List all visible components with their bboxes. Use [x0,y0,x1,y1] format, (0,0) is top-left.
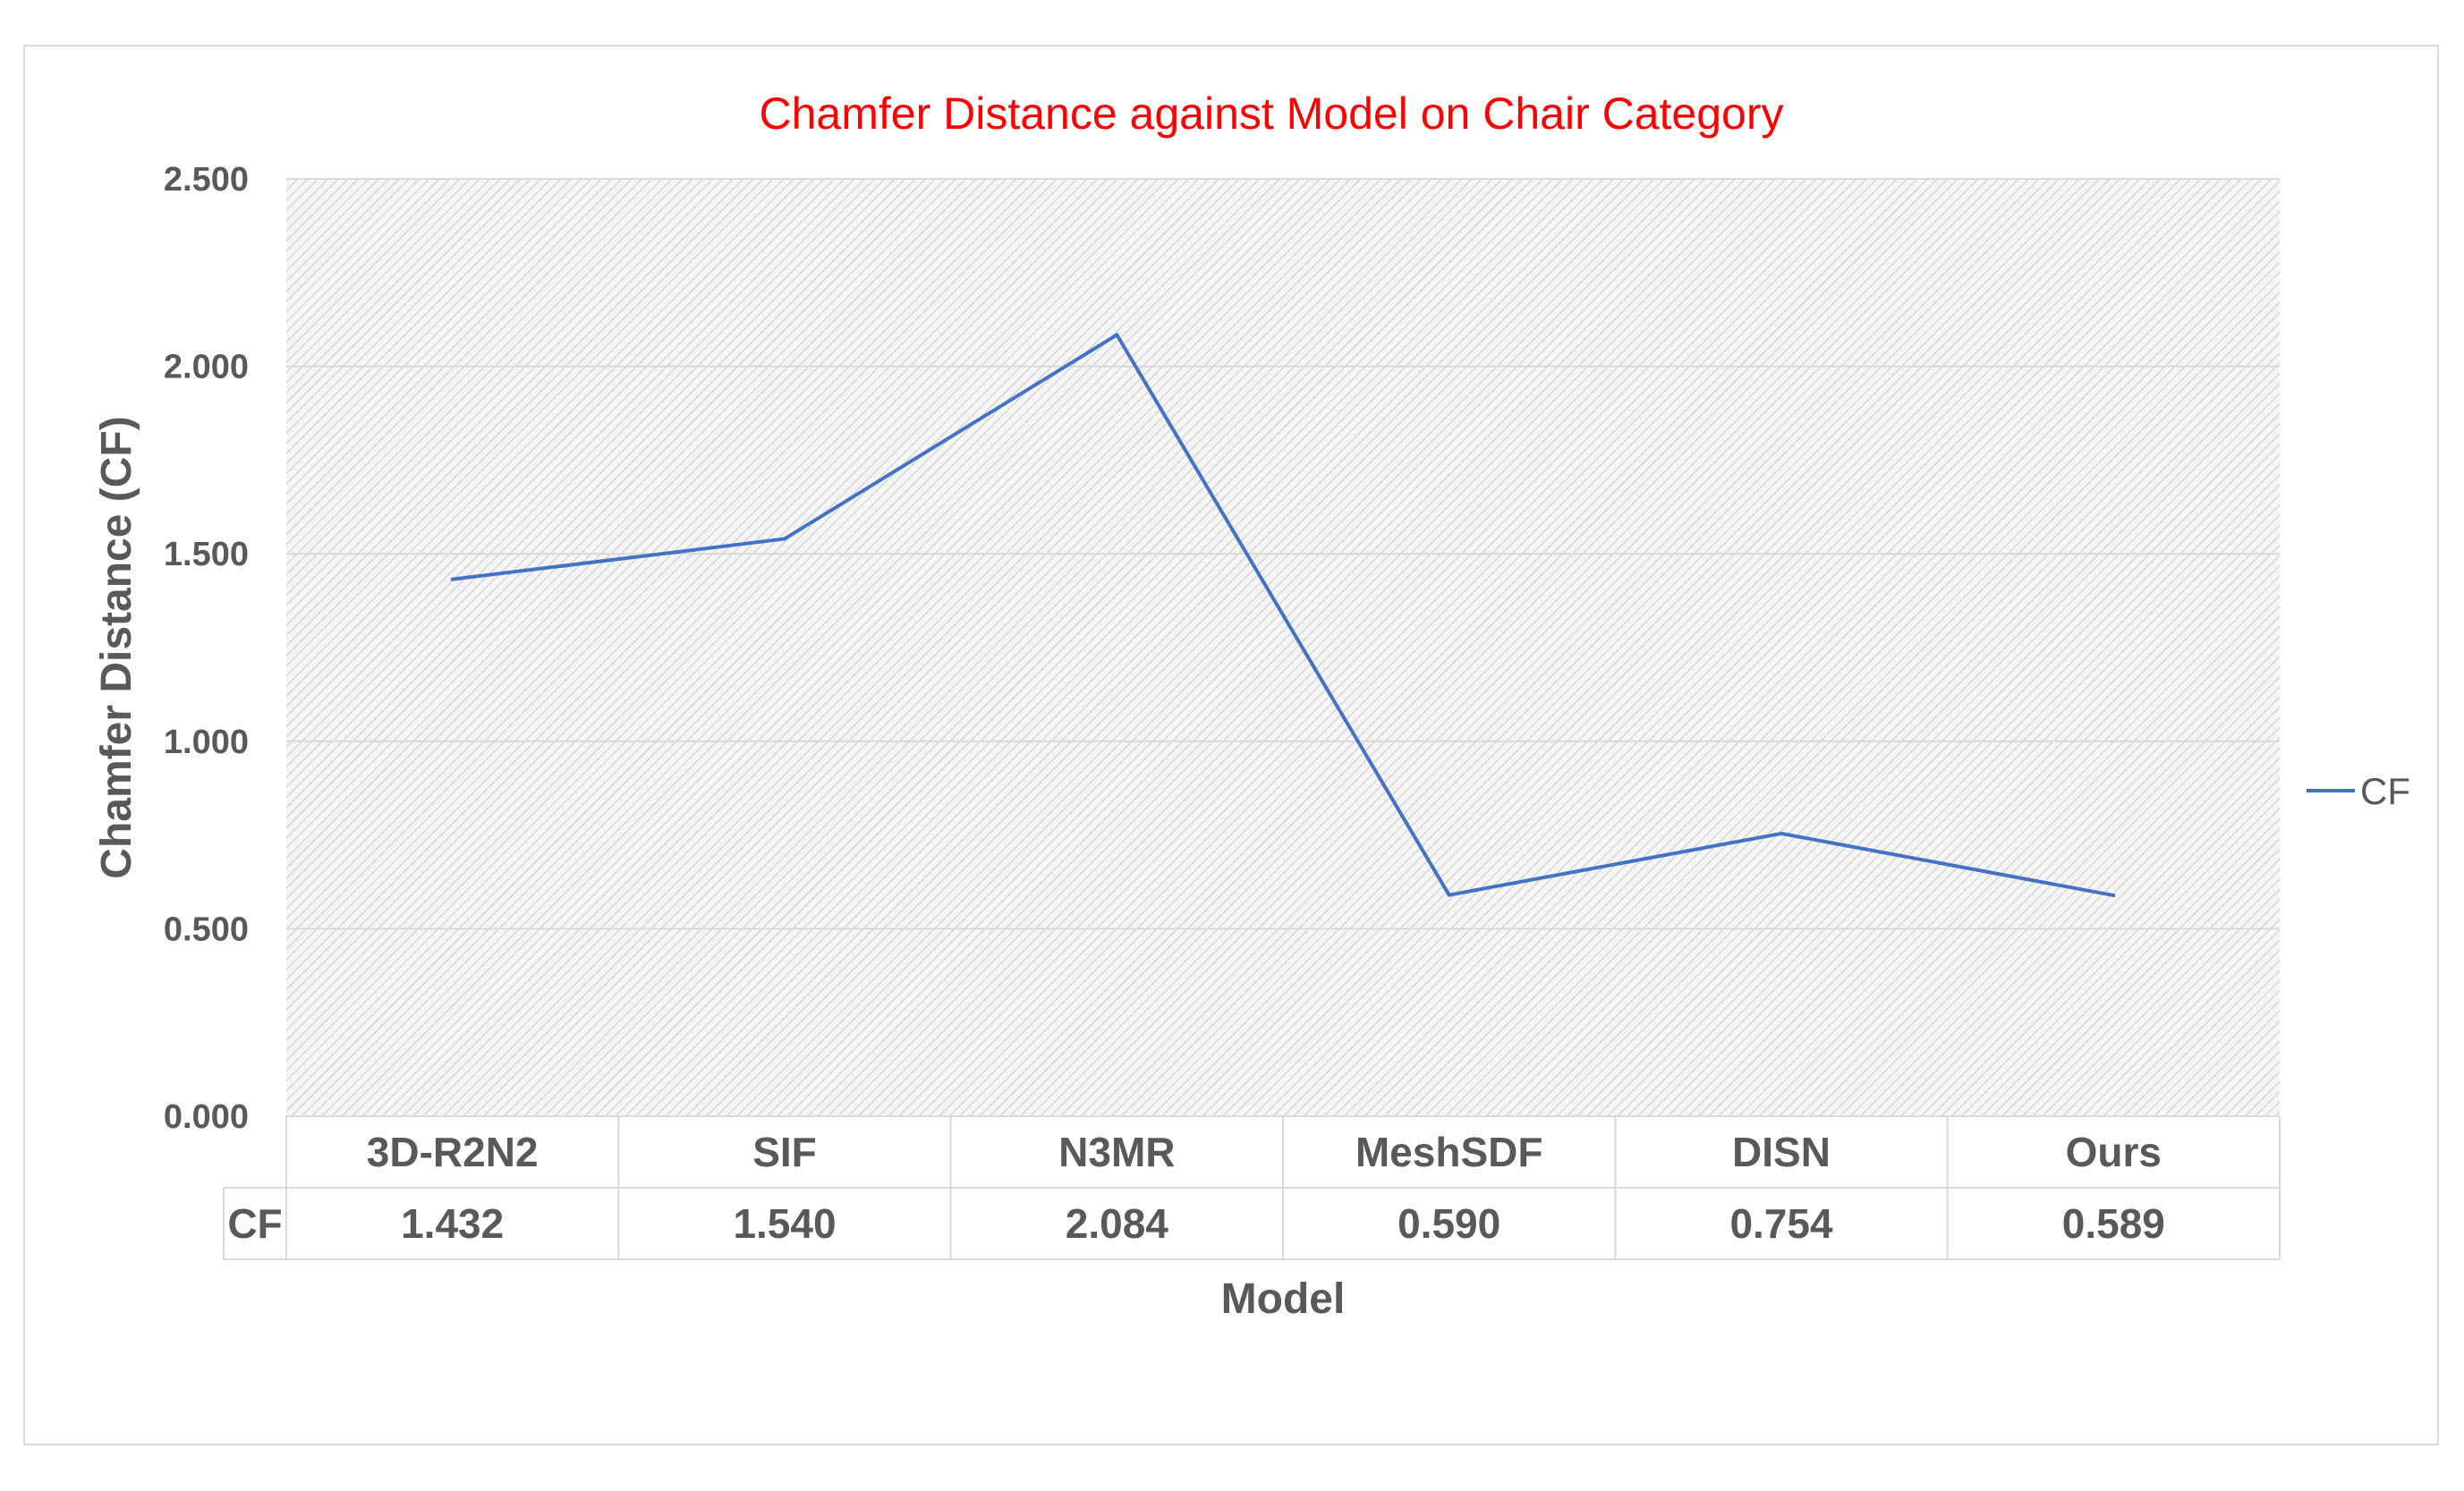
data-label: 0.754 [1729,1200,1833,1247]
data-label: 1.540 [733,1200,836,1247]
data-point [783,537,786,541]
data-label: 0.589 [2062,1200,2165,1247]
data-point [450,577,455,581]
y-axis-ticks: 0.000 0.500 1.000 1.500 2.000 2.500 [164,161,249,1136]
category-label: MeshSDF [1355,1129,1543,1175]
y-axis-title: Chamfer Distance (CF) [93,416,140,878]
data-label: 0.590 [1398,1200,1500,1247]
data-point [1115,333,1119,337]
data-table: 3D-R2N2 SIF N3MR MeshSDF DISN Ours CF 1.432 1.54… [223,1115,2281,1260]
data-label: 2.084 [1066,1200,1169,1247]
y-tick-label: 1.000 [164,724,249,761]
series-layer [450,333,2116,898]
y-tick-label: 1.500 [164,536,249,573]
y-tick-label: 2.000 [164,349,249,386]
gridlines [286,178,2280,930]
category-label: N3MR [1058,1129,1175,1175]
data-point [1780,831,1783,835]
data-label: 1.432 [401,1200,504,1247]
category-label: Ours [2066,1129,2162,1175]
category-label: SIF [752,1129,817,1175]
legend: CF [2307,770,2410,812]
data-point [1447,893,1451,897]
data-point [2111,894,2116,898]
y-tick-label: 2.500 [164,161,249,199]
table-row-header: CF [227,1200,282,1247]
category-label: 3D-R2N2 [367,1129,539,1175]
legend-label: CF [2360,770,2410,812]
series-line-cf [452,333,2114,898]
x-axis-title: Model [1221,1275,1346,1323]
category-label: DISN [1732,1129,1831,1175]
y-tick-label: 0.500 [164,911,249,948]
plot-area [286,179,2280,1116]
chart-title: Chamfer Distance against Model on Chair … [760,89,1784,139]
y-tick-label: 0.000 [164,1098,249,1136]
